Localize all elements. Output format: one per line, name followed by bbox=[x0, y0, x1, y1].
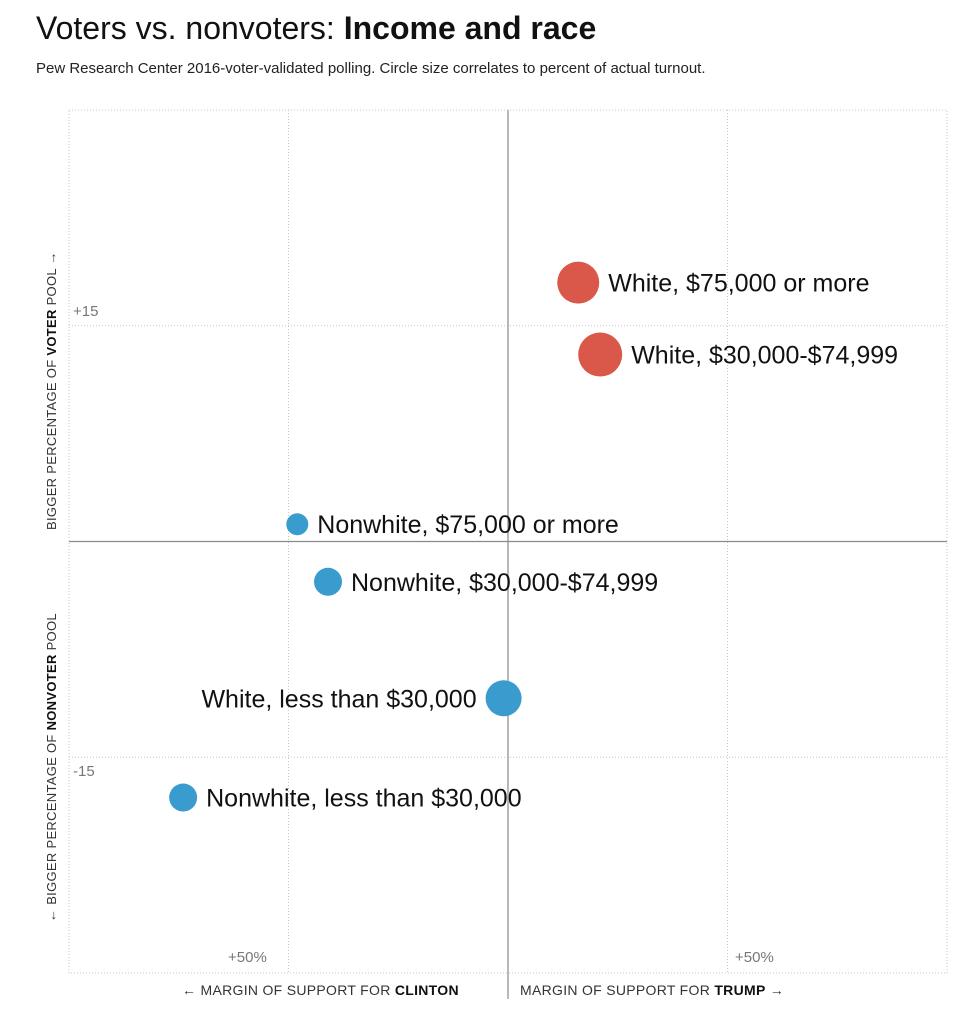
chart-subtitle: Pew Research Center 2016-voter-validated… bbox=[36, 60, 706, 77]
y-tick-top: +15 bbox=[73, 303, 99, 320]
y-up-suffix: POOL → bbox=[44, 251, 59, 310]
title-light: Voters vs. nonvoters: bbox=[36, 10, 344, 46]
y-down-bold: NONVOTER bbox=[44, 654, 59, 731]
y-tick-bottom: -15 bbox=[73, 763, 95, 780]
data-point-2 bbox=[286, 513, 309, 536]
y-axis-label-voter: BIGGER PERCENTAGE OF VOTER POOL → bbox=[44, 251, 59, 530]
data-point-3 bbox=[314, 567, 343, 596]
x-axis-label-clinton: ← MARGIN OF SUPPORT FOR CLINTON bbox=[182, 982, 459, 998]
x-axis-label-trump: MARGIN OF SUPPORT FOR TRUMP → bbox=[520, 982, 784, 998]
data-label-0: White, $75,000 or more bbox=[608, 270, 869, 298]
data-label-5: Nonwhite, less than $30,000 bbox=[206, 785, 522, 813]
y-axis-label-nonvoter: ← BIGGER PERCENTAGE OF NONVOTER POOL bbox=[44, 613, 59, 922]
data-label-3: Nonwhite, $30,000-$74,999 bbox=[351, 569, 658, 597]
y-down-prefix: ← BIGGER PERCENTAGE OF bbox=[44, 730, 59, 922]
x-right-suffix: → bbox=[765, 982, 785, 998]
x-tick-right: +50% bbox=[735, 949, 774, 966]
data-label-4: White, less than $30,000 bbox=[201, 685, 476, 713]
data-point-1 bbox=[578, 332, 623, 377]
data-point-0 bbox=[557, 261, 600, 304]
x-right-prefix: MARGIN OF SUPPORT FOR bbox=[520, 982, 715, 998]
data-label-2: Nonwhite, $75,000 or more bbox=[317, 511, 619, 539]
x-left-prefix: ← MARGIN OF SUPPORT FOR bbox=[182, 982, 395, 998]
data-label-1: White, $30,000-$74,999 bbox=[631, 342, 898, 370]
y-up-bold: VOTER bbox=[44, 309, 59, 356]
x-right-bold: TRUMP bbox=[714, 982, 766, 998]
title-bold: Income and race bbox=[343, 10, 597, 46]
y-down-suffix: POOL bbox=[44, 613, 59, 655]
data-point-4 bbox=[485, 680, 522, 717]
chart-title: Voters vs. nonvoters: Income and race bbox=[36, 10, 596, 47]
y-up-prefix: BIGGER PERCENTAGE OF bbox=[44, 355, 59, 530]
x-tick-left: +50% bbox=[228, 949, 267, 966]
x-left-bold: CLINTON bbox=[394, 982, 459, 998]
data-point-5 bbox=[169, 783, 198, 812]
